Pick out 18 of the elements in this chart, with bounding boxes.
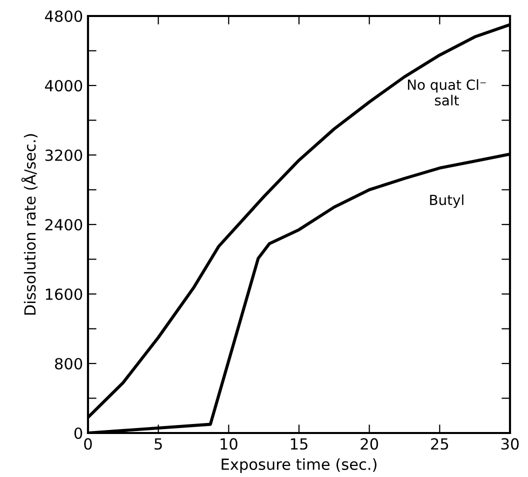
x-tick-label: 5 [154, 438, 162, 450]
x-tick-label: 30 [501, 438, 519, 450]
y-tick-label: 4800 [45, 10, 82, 22]
y-axis-title: Dissolution rate (Å/sec.) [21, 134, 38, 315]
y-tick-label: 3200 [45, 149, 82, 162]
y-tick-label: 1600 [46, 288, 82, 300]
x-tick-label: 10 [220, 438, 238, 450]
series-label: Butyl [430, 194, 464, 208]
x-tick-label: 15 [290, 438, 308, 450]
y-tick-label: 4000 [45, 80, 82, 92]
x-tick-label: 20 [360, 438, 378, 450]
x-axis-title: Exposure time (sec.) [222, 458, 376, 473]
y-tick-label: 0 [74, 427, 82, 440]
x-tick-label: 0 [84, 438, 92, 450]
y-tick-label: 800 [55, 358, 82, 370]
legend-label: No quat Cl⁻ salt [408, 79, 486, 106]
x-tick-label: 25 [431, 438, 448, 450]
y-tick-label: 2400 [45, 218, 82, 231]
